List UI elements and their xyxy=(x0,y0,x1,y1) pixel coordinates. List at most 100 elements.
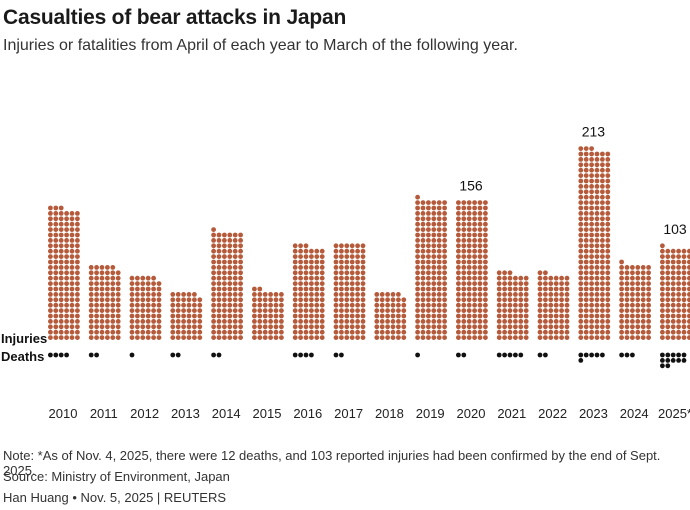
injury-dot xyxy=(548,292,554,297)
injury-dot xyxy=(151,292,157,297)
injury-dot xyxy=(676,329,681,335)
injury-dot xyxy=(349,324,355,330)
injury-dot xyxy=(156,329,162,335)
injury-dot xyxy=(461,248,467,254)
injury-dot xyxy=(69,292,75,297)
injury-dot xyxy=(442,335,447,340)
injury-dot xyxy=(232,254,238,259)
death-dot xyxy=(58,352,64,358)
injury-dot xyxy=(670,270,676,276)
injury-dot xyxy=(461,243,467,249)
injury-dot xyxy=(88,270,94,276)
injury-dot xyxy=(64,238,69,243)
injury-dot xyxy=(279,329,284,335)
injury-dot xyxy=(344,265,350,270)
injury-dot xyxy=(64,270,69,276)
injury-dot xyxy=(553,308,559,313)
injury-dot xyxy=(436,259,442,265)
injury-dot xyxy=(665,286,671,292)
injury-dot xyxy=(319,302,325,308)
injury-dot xyxy=(145,281,151,286)
injury-dot xyxy=(181,335,187,340)
death-dot xyxy=(676,358,681,363)
injury-dot xyxy=(211,329,217,335)
injury-dot xyxy=(548,329,554,335)
injury-dot xyxy=(676,281,681,286)
injury-dot xyxy=(314,324,320,330)
injury-dot xyxy=(135,302,140,308)
injury-dot xyxy=(48,329,53,335)
injury-dot xyxy=(105,324,110,330)
injury-dot xyxy=(537,302,543,308)
injury-dot xyxy=(69,286,75,292)
injury-dot xyxy=(145,286,151,292)
injury-dot xyxy=(355,308,360,313)
injury-dot xyxy=(53,335,59,340)
injury-dot xyxy=(48,308,53,313)
injury-dot xyxy=(537,281,543,286)
x-tick-label: 2022 xyxy=(538,406,567,421)
injury-dot xyxy=(222,243,227,249)
injury-dot xyxy=(559,335,564,340)
x-tick-label: 2024 xyxy=(620,406,649,421)
injury-dot xyxy=(660,286,665,292)
injury-dot xyxy=(442,270,447,276)
injury-dot xyxy=(216,292,222,297)
injury-dot xyxy=(564,292,570,297)
injury-dot xyxy=(630,275,635,281)
injury-dot xyxy=(483,292,488,297)
injury-dot xyxy=(589,162,594,168)
injury-dot xyxy=(420,243,426,249)
injury-dot xyxy=(238,297,244,303)
injury-dot xyxy=(583,313,589,319)
injury-dot xyxy=(578,184,584,189)
death-dot xyxy=(518,352,524,358)
injury-dot xyxy=(333,270,339,276)
injury-dot xyxy=(273,292,279,297)
injury-dot xyxy=(58,238,64,243)
injury-dot xyxy=(600,194,605,200)
x-tick-label: 2020 xyxy=(457,406,486,421)
injury-dot xyxy=(222,297,227,303)
injury-dot xyxy=(292,254,298,259)
injury-dot xyxy=(578,248,584,254)
injury-dot xyxy=(110,275,116,281)
injury-dot xyxy=(58,286,64,292)
injury-dot xyxy=(197,324,203,330)
injury-dot xyxy=(333,313,339,319)
injury-dot xyxy=(58,335,64,340)
injury-dot xyxy=(589,238,594,243)
death-dot xyxy=(660,358,665,363)
injury-dot xyxy=(646,324,651,330)
injury-dot xyxy=(175,302,181,308)
injury-dot xyxy=(466,254,472,259)
injury-dot xyxy=(461,302,467,308)
injury-dot xyxy=(53,302,59,308)
injury-dot xyxy=(461,254,467,259)
injury-dot xyxy=(314,275,320,281)
injury-dot xyxy=(58,227,64,233)
injury-dot xyxy=(589,167,594,173)
injury-dot xyxy=(665,254,671,259)
injury-dot xyxy=(537,329,543,335)
injury-dot xyxy=(48,319,53,324)
injury-dot xyxy=(559,313,564,319)
injury-dot xyxy=(594,216,600,222)
injury-dot xyxy=(170,308,176,313)
injury-dot xyxy=(583,178,589,184)
injuries-row-label: Injuries xyxy=(1,331,47,346)
injury-dot xyxy=(344,313,350,319)
injury-dot xyxy=(456,221,461,227)
injury-dot xyxy=(589,308,594,313)
injury-dot xyxy=(192,302,197,308)
injury-dot xyxy=(339,243,344,249)
injury-dot xyxy=(605,162,611,168)
injury-dot xyxy=(360,248,366,254)
injury-dot xyxy=(415,313,420,319)
injury-dot xyxy=(619,297,624,303)
injury-dot xyxy=(344,270,350,276)
injury-dot xyxy=(635,275,641,281)
injury-dot xyxy=(279,335,284,340)
injury-dot xyxy=(681,254,687,259)
injury-dot xyxy=(564,281,570,286)
